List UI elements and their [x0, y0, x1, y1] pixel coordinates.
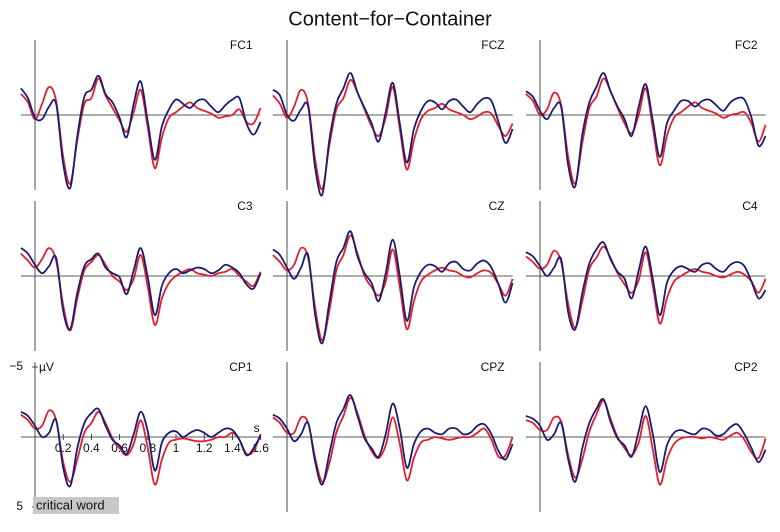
figure-title: Content−for−Container — [288, 8, 492, 30]
erp-wave — [20, 77, 262, 185]
channel-label: FCZ — [481, 38, 504, 52]
erp-wave — [272, 396, 514, 483]
erp-wave — [272, 234, 514, 342]
x-tick-label: 1.4 — [224, 441, 241, 455]
x-tick-label: 1 — [173, 441, 180, 455]
y-tick-label: 5 — [16, 499, 23, 513]
y-tick-label: −5 — [9, 359, 23, 373]
x-unit: s — [254, 421, 260, 435]
channel-label: CP2 — [734, 360, 758, 374]
y-unit: µV — [39, 360, 54, 374]
erp-wave — [272, 79, 514, 191]
channel-label: C3 — [237, 199, 253, 213]
erp-wave — [272, 72, 514, 197]
erp-wave — [272, 230, 514, 345]
erp-wave — [525, 399, 767, 486]
erp-wave — [20, 74, 262, 190]
channel-label: CPZ — [481, 360, 505, 374]
erp-wave — [272, 394, 514, 486]
annotation-box — [33, 497, 119, 514]
erp-wave — [525, 241, 767, 331]
erp-wave — [20, 407, 262, 488]
erp-wave — [20, 247, 262, 331]
x-tick-label: 0.2 — [55, 441, 72, 455]
channel-label: FC2 — [735, 38, 758, 52]
channel-label: CP1 — [229, 360, 253, 374]
x-tick-label: 1.2 — [196, 441, 213, 455]
channel-label: C4 — [742, 199, 758, 213]
channel-label: FC1 — [230, 38, 253, 52]
erp-wave — [525, 72, 767, 189]
x-tick-label: 0.4 — [83, 441, 100, 455]
annotation: critical word — [36, 497, 105, 512]
erp-wave — [525, 397, 767, 483]
erp-wave — [525, 77, 767, 185]
channel-label: CZ — [489, 199, 505, 213]
